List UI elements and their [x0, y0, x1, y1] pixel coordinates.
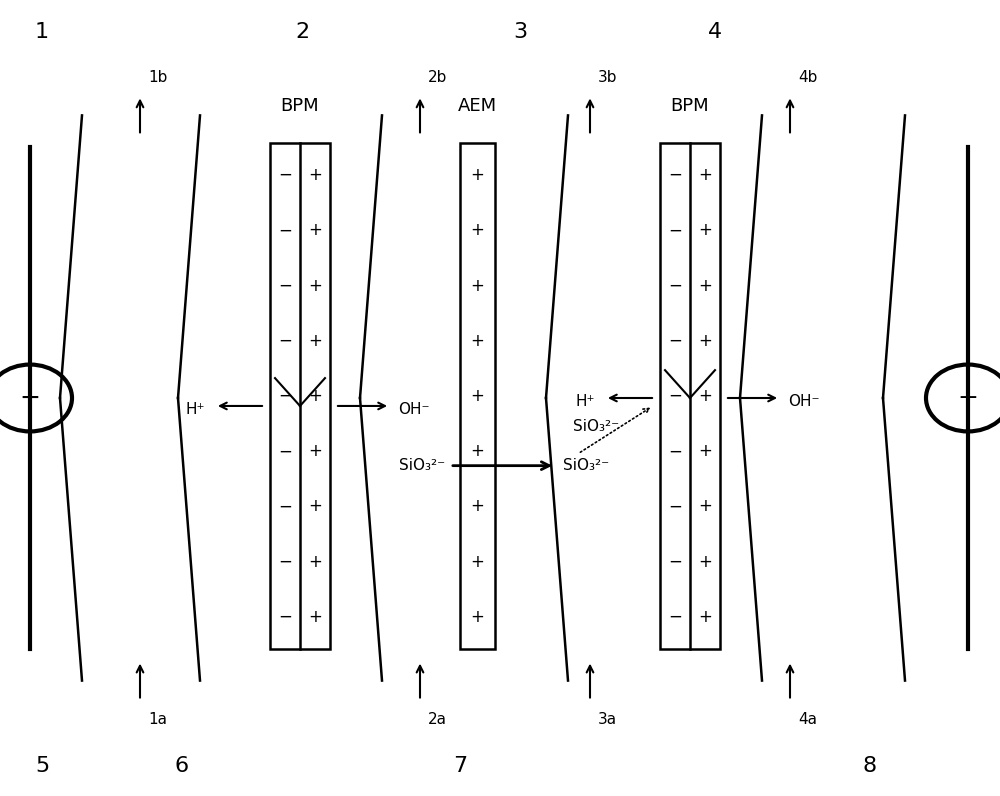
Text: BPM: BPM — [281, 97, 319, 115]
Text: +: + — [308, 498, 322, 516]
Text: −: − — [278, 166, 292, 184]
Text: 1: 1 — [35, 21, 49, 42]
Text: +: + — [308, 166, 322, 184]
Text: −: − — [278, 498, 292, 516]
Text: OH⁻: OH⁻ — [398, 403, 430, 417]
Text: +: + — [308, 276, 322, 295]
Text: 4b: 4b — [798, 70, 817, 85]
Text: 7: 7 — [453, 755, 467, 776]
Text: H⁺: H⁺ — [576, 395, 595, 409]
Text: −: − — [278, 221, 292, 240]
Text: SiO₃²⁻: SiO₃²⁻ — [399, 458, 445, 473]
Text: 3a: 3a — [598, 712, 617, 728]
Text: +: + — [698, 443, 712, 460]
Text: 2b: 2b — [428, 70, 447, 85]
Text: +: + — [471, 276, 484, 295]
Text: −: − — [668, 608, 682, 626]
Text: 3b: 3b — [598, 70, 618, 85]
Text: −: − — [668, 552, 682, 571]
Text: 3: 3 — [513, 21, 527, 42]
Text: +: + — [471, 387, 484, 405]
Text: 2: 2 — [295, 21, 309, 42]
Text: 6: 6 — [175, 755, 189, 776]
Text: 1b: 1b — [148, 70, 167, 85]
Text: +: + — [471, 608, 484, 626]
Text: −: − — [278, 332, 292, 349]
Text: −: − — [278, 443, 292, 460]
Text: 4a: 4a — [798, 712, 817, 728]
Text: H⁺: H⁺ — [186, 403, 205, 417]
Text: −: − — [668, 387, 682, 405]
Text: BPM: BPM — [671, 97, 709, 115]
Text: +: + — [471, 552, 484, 571]
Text: 2a: 2a — [428, 712, 447, 728]
Text: +: + — [698, 552, 712, 571]
Text: −: − — [278, 276, 292, 295]
Text: −: − — [668, 276, 682, 295]
Text: +: + — [698, 221, 712, 240]
Text: 5: 5 — [35, 755, 49, 776]
Text: +: + — [471, 221, 484, 240]
Text: +: + — [471, 443, 484, 460]
Text: +: + — [698, 608, 712, 626]
Text: −: − — [20, 386, 40, 410]
Text: SiO₃²⁻: SiO₃²⁻ — [563, 458, 609, 473]
Text: +: + — [698, 332, 712, 349]
Text: +: + — [698, 498, 712, 516]
Text: 1a: 1a — [148, 712, 167, 728]
Text: +: + — [698, 276, 712, 295]
Text: +: + — [471, 166, 484, 184]
Text: +: + — [471, 498, 484, 516]
Text: −: − — [668, 166, 682, 184]
Text: −: − — [278, 608, 292, 626]
Text: +: + — [308, 443, 322, 460]
Text: +: + — [698, 387, 712, 405]
Text: +: + — [308, 332, 322, 349]
Text: OH⁻: OH⁻ — [788, 395, 820, 409]
Text: −: − — [278, 387, 292, 405]
Text: SiO₃²⁻: SiO₃²⁻ — [573, 419, 619, 434]
Text: +: + — [958, 386, 978, 410]
Text: 4: 4 — [708, 21, 722, 42]
Text: 8: 8 — [863, 755, 877, 776]
Text: +: + — [308, 552, 322, 571]
Text: −: − — [278, 552, 292, 571]
Text: −: − — [668, 498, 682, 516]
Text: −: − — [668, 221, 682, 240]
Text: +: + — [471, 332, 484, 349]
Text: +: + — [308, 608, 322, 626]
Text: −: − — [668, 443, 682, 460]
Text: +: + — [308, 221, 322, 240]
Text: −: − — [668, 332, 682, 349]
Text: AEM: AEM — [457, 97, 497, 115]
Text: +: + — [308, 387, 322, 405]
Text: +: + — [698, 166, 712, 184]
